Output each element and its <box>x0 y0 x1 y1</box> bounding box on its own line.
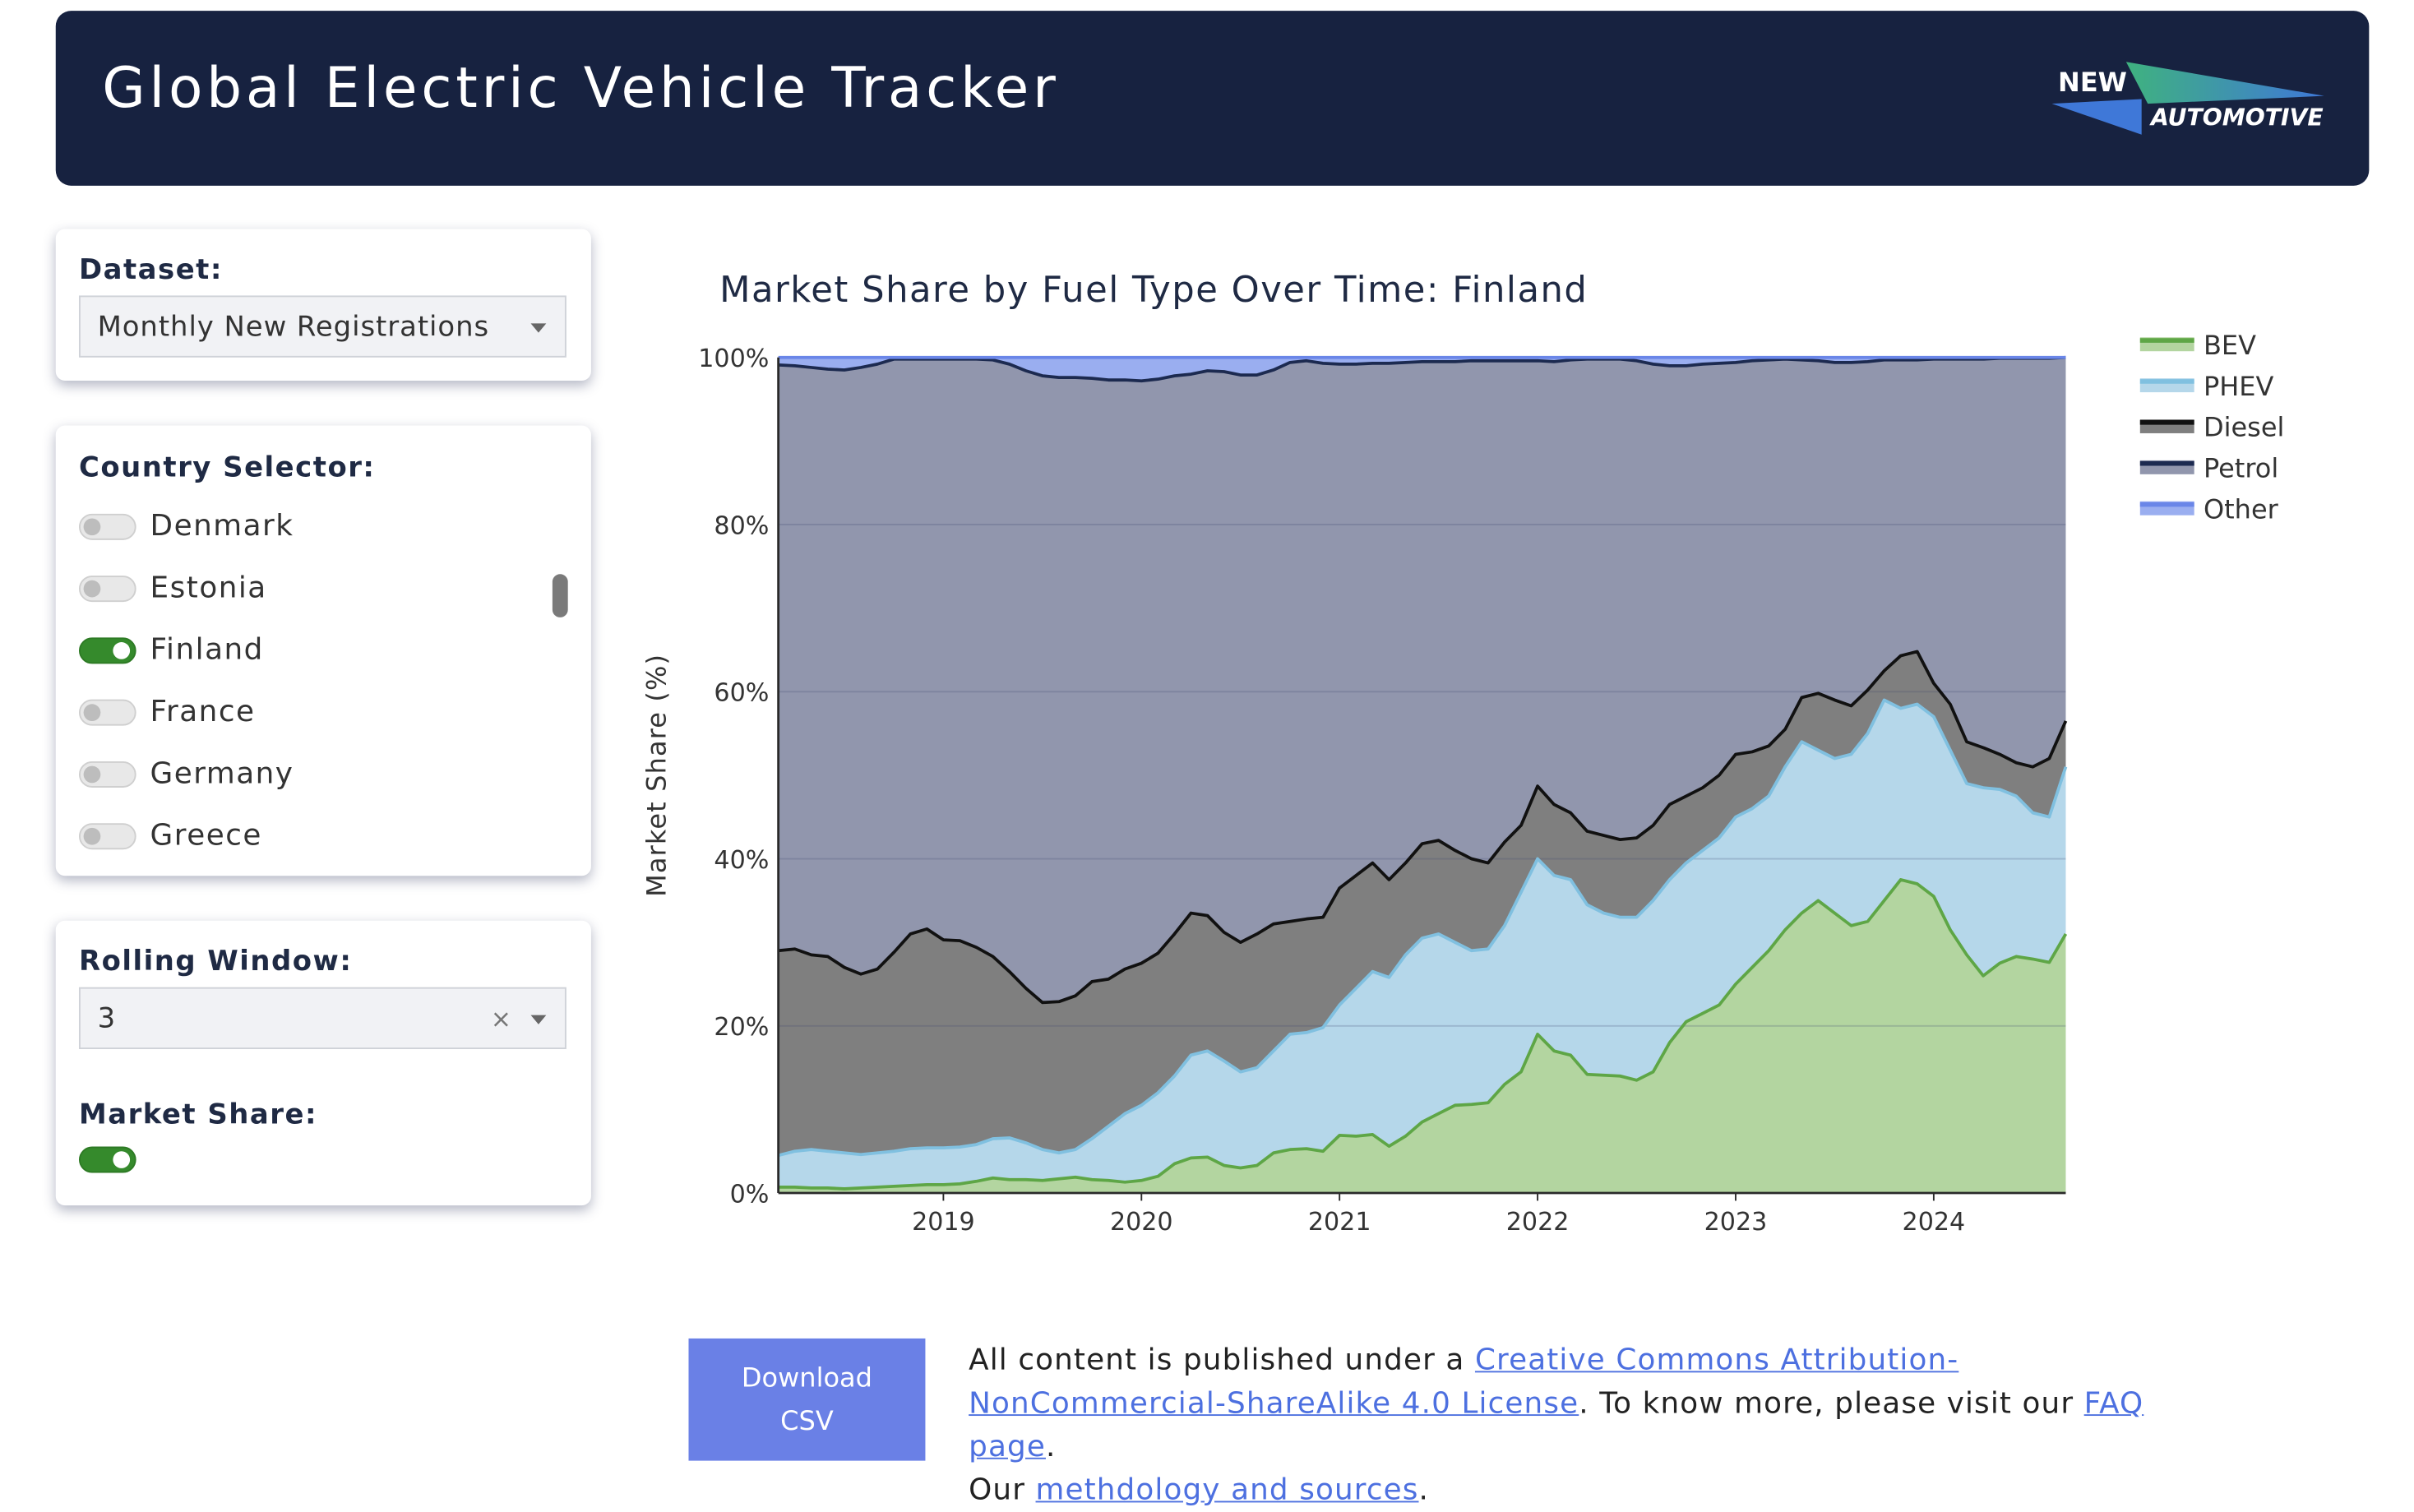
country-card: Country Selector: Denmark Estonia Finland F… <box>55 425 591 876</box>
legend-label: Other <box>2204 493 2279 525</box>
footer-line: Our methdology and sources. <box>969 1468 2191 1512</box>
footer-link[interactable]: Creative Commons Attribution-NonCommerci… <box>969 1343 1959 1421</box>
country-label: Country Selector: <box>78 451 376 485</box>
country-toggle[interactable] <box>78 637 136 664</box>
country-toggle[interactable] <box>78 699 136 726</box>
country-toggle[interactable] <box>78 513 136 540</box>
footer-line: All content is published under a Creativ… <box>969 1339 2191 1468</box>
y-axis-label: Market Share (%) <box>640 654 672 897</box>
dataset-label: Dataset: <box>78 253 223 287</box>
legend-label: BEV <box>2204 330 2256 361</box>
caret <box>530 323 547 333</box>
legend-label: PHEV <box>2204 371 2274 402</box>
country-name: Germany <box>150 756 294 791</box>
footer-link[interactable]: methdology and sources <box>1035 1473 1419 1508</box>
footer-text: All content is published under a Creativ… <box>969 1339 2191 1512</box>
area-line <box>778 878 2068 1191</box>
x-tick-label: 2019 <box>912 1208 975 1237</box>
footer-span: Our <box>969 1473 1036 1508</box>
logo-text: NEW <box>2058 67 2127 98</box>
y-tick-label: 60% <box>714 679 769 708</box>
chart: Market Share by Fuel Type Over Time: Fin… <box>640 270 2284 1237</box>
area-line <box>778 355 2066 383</box>
footer-span: . To know more, please visit our <box>1579 1386 2084 1421</box>
logo-shape <box>2051 99 2142 135</box>
header: Global Electric Vehicle Tracker NEW AUTO… <box>55 11 2370 186</box>
market-share-label: Market Share: <box>78 1098 318 1131</box>
rolling-label: Rolling Window: <box>78 945 353 978</box>
clear-button[interactable]: × <box>490 1004 512 1034</box>
y-tick-label: 20% <box>714 1013 769 1042</box>
footer-span: All content is published under a <box>969 1343 1475 1377</box>
caret <box>530 1015 547 1024</box>
x-tick-label: 2020 <box>1110 1208 1173 1237</box>
page-title: Global Electric Vehicle Tracker <box>102 57 1060 121</box>
area-fill <box>778 357 2066 1003</box>
dataset-dropdown[interactable]: Monthly New Registrations <box>78 295 567 358</box>
country-name: Denmark <box>150 509 294 543</box>
area-line <box>778 698 2068 1158</box>
x-tick-label: 2024 <box>1903 1208 1966 1237</box>
scrollbar[interactable] <box>552 574 568 617</box>
area-fill <box>778 700 2066 1189</box>
rolling-dropdown[interactable]: 3 × <box>78 987 567 1049</box>
area-line <box>778 650 2068 1005</box>
x-tick-label: 2023 <box>1704 1208 1768 1237</box>
x-tick-label: 2021 <box>1308 1208 1371 1237</box>
dropdown-value: Monthly New Registrations <box>97 311 490 344</box>
country-name: France <box>150 695 256 729</box>
legend-label: Petrol <box>2204 453 2278 484</box>
footer-link[interactable]: FAQ page <box>969 1386 2144 1464</box>
area-fill <box>778 879 2066 1194</box>
country-name: Greece <box>150 818 262 853</box>
y-tick-label: 0% <box>730 1180 770 1209</box>
dropdown-value: 3 <box>97 1002 117 1036</box>
logo-text: AUTOMOTIVE <box>2149 104 2324 131</box>
country-toggle[interactable] <box>78 761 136 788</box>
market-share-toggle[interactable] <box>78 1146 136 1173</box>
area-fill <box>778 357 2066 381</box>
footer-span: . <box>1418 1473 1430 1508</box>
y-tick-label: 40% <box>714 846 769 875</box>
download-button[interactable]: Download CSV <box>688 1338 926 1461</box>
footer-span: . <box>1045 1429 1057 1464</box>
area-fill <box>778 651 2066 1156</box>
country-name: Finland <box>150 632 264 668</box>
country-name: Estonia <box>150 571 267 605</box>
y-tick-label: 100% <box>698 344 769 373</box>
chart-title: Market Share by Fuel Type Over Time: Fin… <box>719 270 1588 311</box>
dataset-card: Dataset: Monthly New Registrations <box>55 229 591 381</box>
options-card: Rolling Window: 3 × Market Share: <box>55 920 591 1206</box>
logo-shape <box>2125 62 2324 104</box>
x-tick-label: 2022 <box>1506 1208 1570 1237</box>
legend-label: Diesel <box>2204 412 2284 443</box>
country-toggle[interactable] <box>78 823 136 850</box>
y-tick-label: 80% <box>714 511 769 540</box>
logo: NEW AUTOMOTIVE <box>2051 62 2324 135</box>
country-toggle[interactable] <box>78 576 136 603</box>
